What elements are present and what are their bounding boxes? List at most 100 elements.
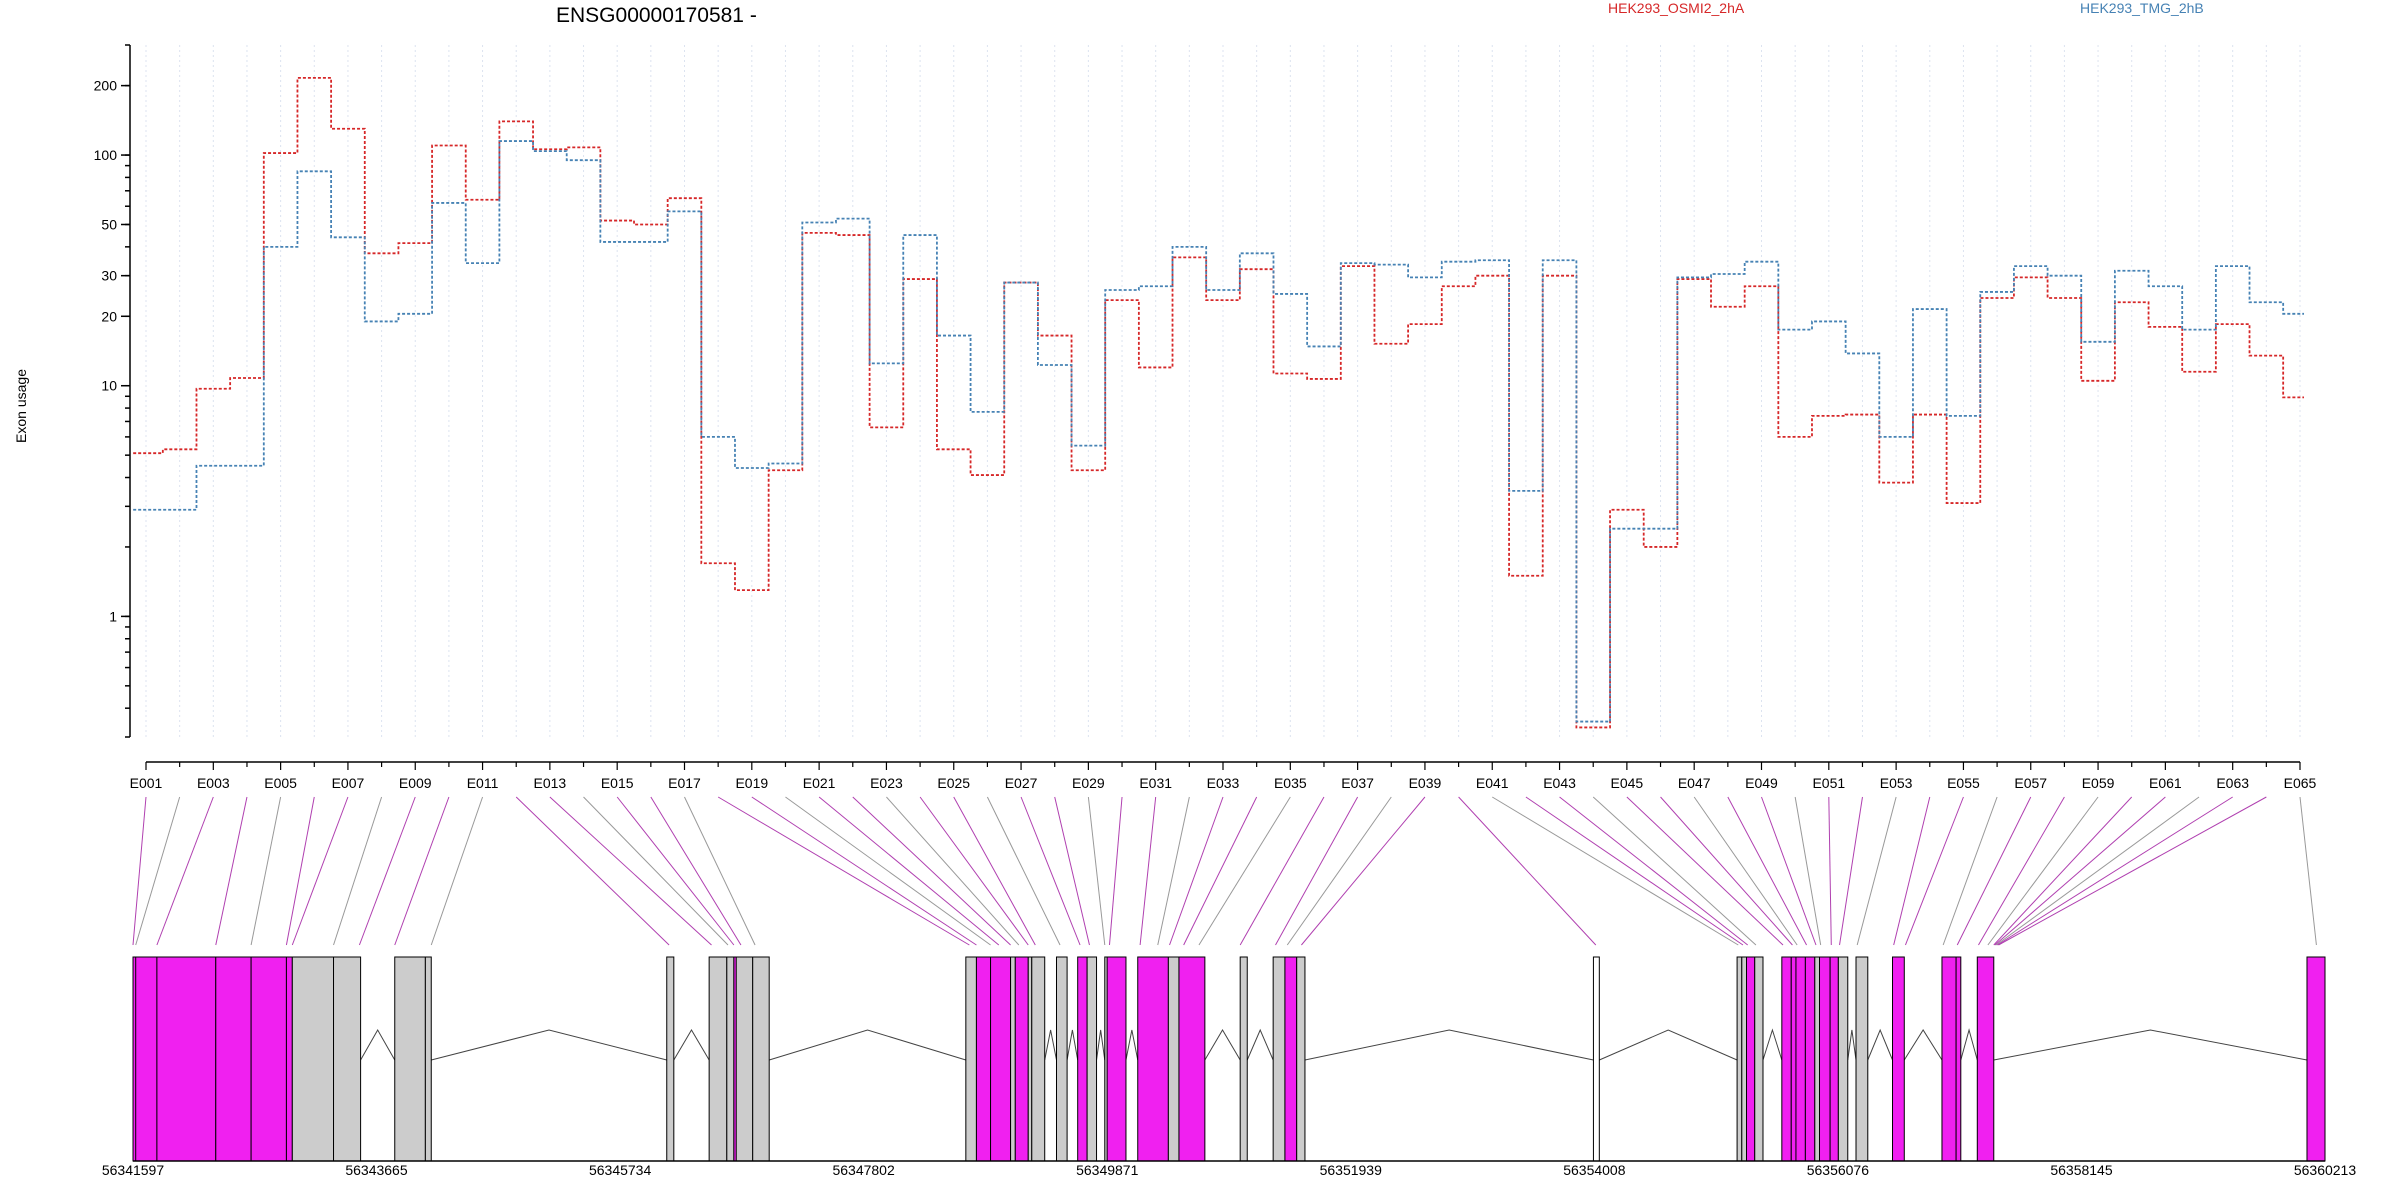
exon-label: E029 <box>1072 775 1105 791</box>
exon-link-line <box>394 796 450 946</box>
exon-block <box>156 956 217 1162</box>
exon-block <box>666 956 675 1162</box>
exon-block <box>215 956 252 1162</box>
exon-block <box>726 956 735 1162</box>
exon-link-line <box>250 796 282 946</box>
exon-label: E013 <box>534 775 567 791</box>
y-axis: 1 10 20 30 50 100 200 <box>94 44 131 738</box>
intron-line <box>1903 1029 1943 1061</box>
exon-link-line <box>1592 796 1757 946</box>
exon-label: E023 <box>870 775 903 791</box>
exon-link-line <box>2299 796 2317 946</box>
series-line-osmi2 <box>133 77 2304 729</box>
intron-line <box>1204 1029 1241 1061</box>
y-tick-label: 10 <box>101 378 117 394</box>
exon-link-line <box>1904 796 1964 946</box>
exon-link-line <box>852 796 1011 946</box>
exon-block <box>1031 956 1046 1162</box>
genomic-tick-label: 56358145 <box>2050 1162 2113 1178</box>
exon-label: E037 <box>1341 775 1374 791</box>
exon-link-line <box>1054 796 1090 946</box>
legend-entry-osmi2: HEK293_OSMI2_2hA <box>1608 0 1745 16</box>
exon-label: E059 <box>2082 775 2115 791</box>
exon-label: E063 <box>2216 775 2249 791</box>
exon-block <box>291 956 335 1162</box>
series-line-tmg <box>133 140 2304 723</box>
exon-link-line <box>1660 796 1793 946</box>
exon-link-line <box>285 796 315 946</box>
exon-link-line <box>751 796 977 946</box>
genomic-axis: 56341597 56343665 56345734 56347802 56349871… <box>102 1160 2357 1178</box>
legend-entry-tmg: HEK293_TMG_2hB <box>2080 0 2204 16</box>
exon-block <box>1736 956 1743 1162</box>
exon-link-line <box>1157 796 1190 946</box>
exon-label: E017 <box>668 775 701 791</box>
exon-link-line <box>986 796 1061 946</box>
exon-link-line <box>291 796 349 946</box>
exon-link-line <box>1956 796 2032 946</box>
y-axis-label: Exon usage <box>13 369 29 443</box>
exon-block <box>1027 956 1033 1162</box>
exon-label: E055 <box>1947 775 1980 791</box>
exon-link-line <box>818 796 1000 946</box>
y-tick-label: 30 <box>101 268 117 284</box>
exon-link-line <box>785 796 991 946</box>
exon-block <box>1892 956 1905 1162</box>
exon-link-line <box>549 796 712 946</box>
exon-label: E039 <box>1409 775 1442 791</box>
exon-link-line <box>1987 796 2099 946</box>
exon-label: E041 <box>1476 775 1509 791</box>
exon-label: E051 <box>1812 775 1845 791</box>
exon-block <box>965 956 977 1162</box>
exon-block <box>1976 956 1995 1162</box>
exon-block <box>1795 956 1806 1162</box>
genomic-tick-label: 56349871 <box>1076 1162 1139 1178</box>
genomic-tick-label: 56356076 <box>1807 1162 1870 1178</box>
exon-label: E043 <box>1543 775 1576 791</box>
exon-label: E053 <box>1880 775 1913 791</box>
exon-link-line <box>156 796 214 946</box>
exon-link-line <box>1893 796 1931 946</box>
exon-link-line <box>1239 796 1325 946</box>
exon-block <box>333 956 362 1162</box>
exon-block <box>1010 956 1016 1162</box>
exon-label: E061 <box>2149 775 2182 791</box>
exon-link-line <box>886 796 1020 946</box>
exon-label: E065 <box>2284 775 2317 791</box>
exon-link-line <box>1169 796 1224 946</box>
intron-line <box>1125 1029 1139 1061</box>
genomic-tick-label: 56360213 <box>2294 1162 2357 1178</box>
exon-link-line <box>1727 796 1807 946</box>
intron-line <box>1762 1028 1783 1061</box>
exon-block <box>1829 956 1839 1162</box>
exon-block <box>1592 956 1600 1162</box>
intron-line <box>1044 1029 1057 1061</box>
intron-line <box>1847 1029 1857 1061</box>
exon-link-line <box>1458 796 1597 946</box>
exon-block <box>1746 956 1756 1162</box>
series-lines <box>133 77 2304 729</box>
exon-label: E035 <box>1274 775 1307 791</box>
exon-link-line <box>1559 796 1748 946</box>
exon-link-line <box>1998 796 2267 946</box>
exon-link-line <box>358 796 416 946</box>
exon-link-line <box>1087 796 1106 946</box>
intron-line <box>1246 1028 1274 1061</box>
exon-label: E021 <box>803 775 836 791</box>
exon-label: E027 <box>1005 775 1038 791</box>
exon-link-line <box>1942 796 1998 946</box>
exon-block <box>1272 956 1286 1162</box>
exon-link-line <box>650 796 742 946</box>
exon-link-line <box>1856 796 1897 946</box>
exon-block <box>1955 956 1962 1162</box>
exon-link-line <box>1275 796 1359 946</box>
chart-title: ENSG00000170581 - <box>556 4 757 27</box>
exon-link-line <box>1995 796 2200 946</box>
exon-block <box>1014 956 1029 1162</box>
exon-label: E025 <box>937 775 970 791</box>
exon-label: E047 <box>1678 775 1711 791</box>
exon-link-line <box>1286 796 1392 946</box>
exon-block <box>735 956 754 1162</box>
exon-block <box>394 956 426 1162</box>
exon-link-line <box>1997 796 2233 946</box>
